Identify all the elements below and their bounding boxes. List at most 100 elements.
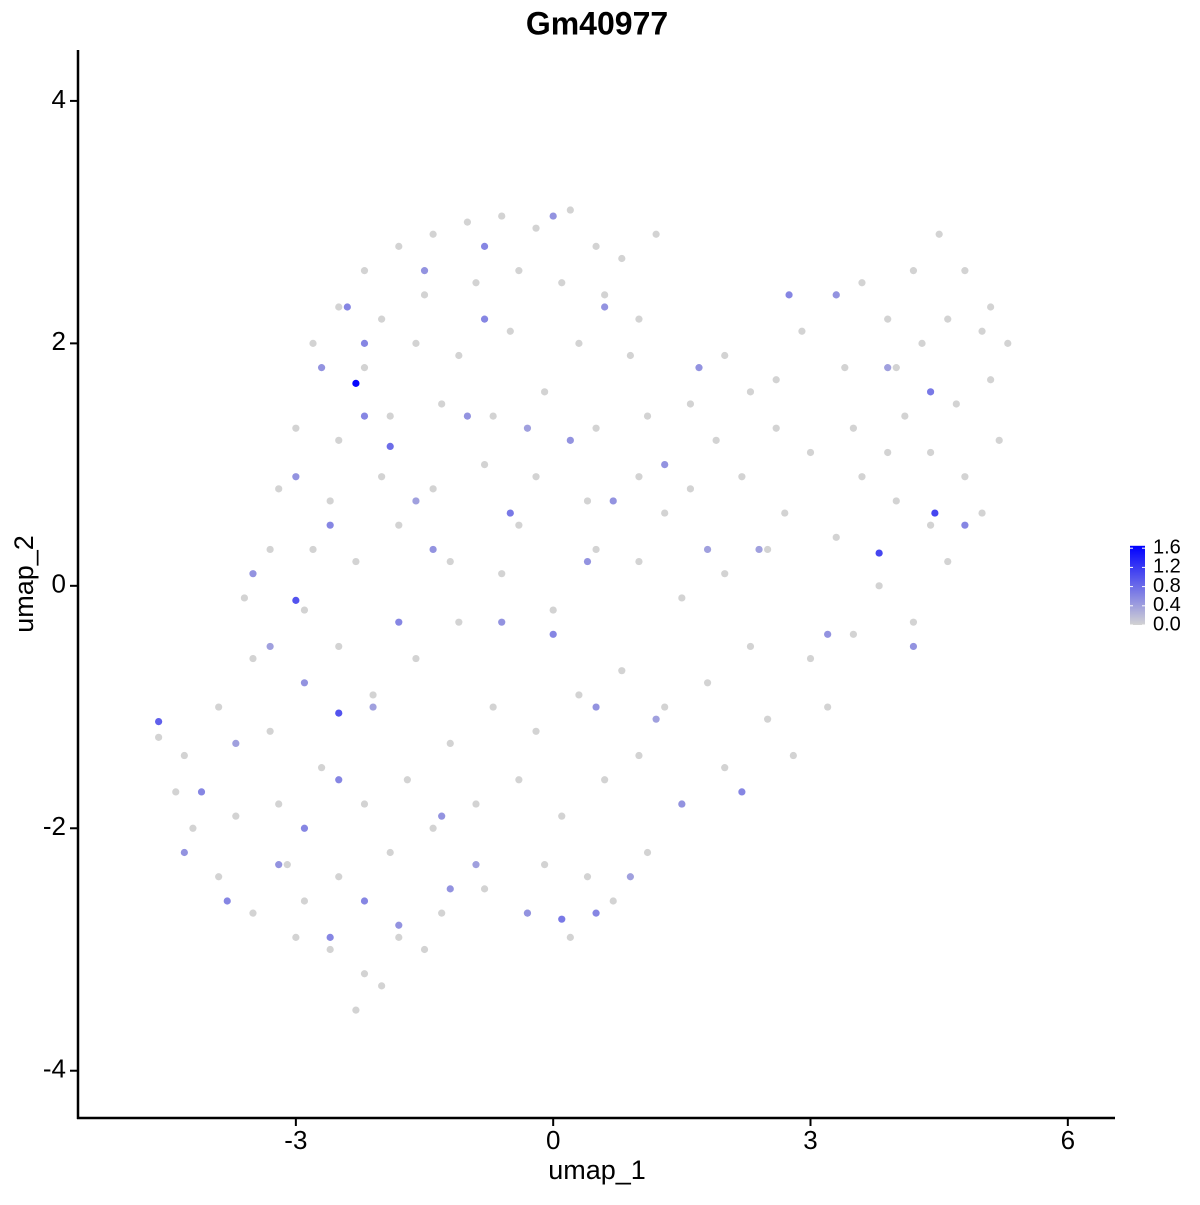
point xyxy=(987,303,995,311)
point xyxy=(335,303,343,311)
colorbar-tick-label: 0.4 xyxy=(1153,594,1181,616)
point xyxy=(926,388,935,396)
point xyxy=(412,497,420,505)
point xyxy=(781,509,789,517)
point xyxy=(197,788,206,796)
point xyxy=(438,812,446,820)
point xyxy=(335,776,343,784)
point xyxy=(618,667,626,675)
point xyxy=(832,533,840,541)
point xyxy=(884,364,892,372)
point xyxy=(360,364,369,372)
point xyxy=(155,733,163,741)
point xyxy=(884,315,892,323)
x-tick-label: 6 xyxy=(1061,1125,1075,1155)
point xyxy=(395,521,403,529)
point xyxy=(352,1006,360,1014)
point xyxy=(961,267,969,275)
point xyxy=(446,739,454,748)
colorbar-tick-label: 0.8 xyxy=(1153,575,1181,597)
point xyxy=(806,448,815,457)
point xyxy=(275,861,283,869)
colorbar: 0.00.40.81.21.6 xyxy=(1130,536,1181,635)
point xyxy=(583,497,592,505)
point xyxy=(455,618,463,626)
point xyxy=(189,824,197,832)
x-tick-label: 3 xyxy=(803,1125,817,1155)
point xyxy=(789,751,797,760)
point xyxy=(429,545,437,554)
point xyxy=(498,570,506,578)
point xyxy=(909,267,918,275)
point xyxy=(420,291,429,299)
point xyxy=(549,212,557,220)
point xyxy=(240,594,249,602)
point xyxy=(635,473,643,481)
point xyxy=(618,254,626,263)
point xyxy=(609,497,617,505)
point xyxy=(506,509,514,517)
point xyxy=(944,557,952,566)
colorbar-tick-label: 1.2 xyxy=(1153,556,1181,578)
point xyxy=(626,873,634,881)
point xyxy=(592,909,600,917)
point xyxy=(532,727,540,735)
point xyxy=(498,212,506,220)
point xyxy=(884,448,892,457)
point xyxy=(858,279,866,287)
y-tick-label: 2 xyxy=(52,326,66,356)
point xyxy=(987,376,995,384)
point xyxy=(300,824,309,832)
point xyxy=(309,545,317,554)
point xyxy=(875,582,883,590)
point xyxy=(643,848,652,857)
colorbar-tick-label: 1.6 xyxy=(1153,536,1181,558)
point xyxy=(283,861,291,869)
point xyxy=(215,873,223,881)
point xyxy=(875,549,883,557)
point xyxy=(386,412,394,420)
point xyxy=(223,897,231,905)
point xyxy=(412,339,420,347)
point xyxy=(352,557,360,566)
point xyxy=(772,424,780,432)
point xyxy=(438,909,446,917)
point xyxy=(703,679,712,687)
point xyxy=(661,509,669,517)
point xyxy=(317,364,326,372)
point xyxy=(369,703,377,711)
point xyxy=(738,473,746,481)
point xyxy=(541,388,549,396)
point xyxy=(686,400,695,408)
point xyxy=(635,557,643,566)
point xyxy=(583,557,592,566)
point xyxy=(746,642,755,651)
point xyxy=(215,703,223,711)
point xyxy=(360,267,369,275)
point xyxy=(738,788,746,796)
point xyxy=(155,717,163,726)
point xyxy=(515,521,523,529)
point xyxy=(438,400,446,408)
point xyxy=(172,788,180,796)
point xyxy=(566,436,574,444)
point xyxy=(643,412,652,420)
point xyxy=(764,545,772,554)
point xyxy=(909,618,918,626)
point xyxy=(480,315,489,323)
point xyxy=(926,448,935,457)
point xyxy=(455,351,463,360)
axes: -3 0 3 6 -4 -2 0 2 4 xyxy=(43,50,1115,1155)
point xyxy=(978,327,986,335)
point xyxy=(746,388,755,396)
point xyxy=(249,570,257,578)
colorbar-tick-label: 0.0 xyxy=(1153,613,1181,635)
point xyxy=(232,739,240,748)
point xyxy=(721,570,729,578)
point xyxy=(721,764,729,772)
colorbar-gradient xyxy=(1130,545,1145,625)
point xyxy=(292,473,300,481)
point xyxy=(378,982,386,990)
point xyxy=(472,861,480,869)
point xyxy=(575,691,583,699)
